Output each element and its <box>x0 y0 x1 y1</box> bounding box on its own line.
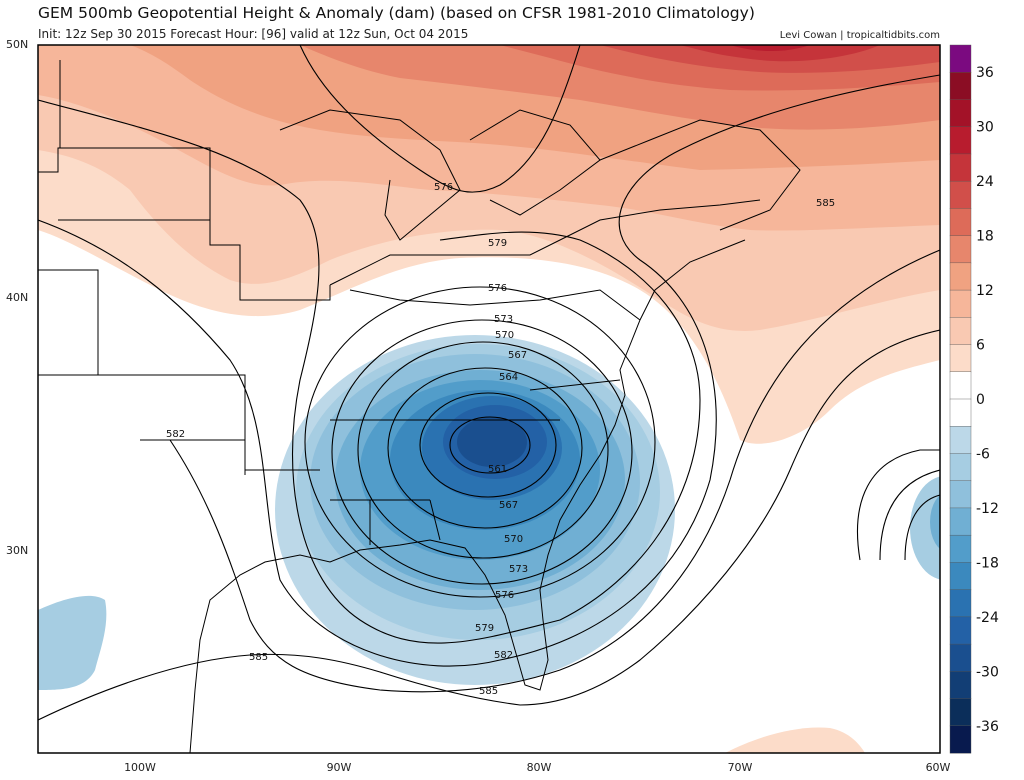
colorbar-tick-label: 24 <box>976 174 994 190</box>
contour-label: 564 <box>499 372 518 383</box>
contour-label: 573 <box>494 314 513 325</box>
colorbar-bin <box>949 126 972 155</box>
contour-label: 576 <box>488 283 507 294</box>
contour-label: 585 <box>479 686 498 697</box>
contour-label: 585 <box>816 198 835 209</box>
colorbar-tick-label: 12 <box>976 283 994 299</box>
colorbar-bin <box>949 507 972 536</box>
colorbar-tick-label: 18 <box>976 229 994 245</box>
anomaly-fill <box>38 45 940 753</box>
anomaly-east-low <box>910 476 940 580</box>
map-frame <box>37 44 941 754</box>
colorbar-bin <box>949 534 972 563</box>
colorbar-bin <box>949 317 972 346</box>
contour-labels: 576 579 576 573 570 567 564 561 567 570 … <box>166 182 835 697</box>
anomaly-band-24 <box>680 45 880 62</box>
colorbar-bin <box>949 643 972 672</box>
colorbar-bin <box>949 153 972 182</box>
contour-label: 561 <box>488 464 507 475</box>
colorbar-bin <box>949 235 972 264</box>
colorbar-tick-label: -30 <box>976 664 999 680</box>
colorbar-tick-label: 6 <box>976 338 985 354</box>
lon-label: 100W <box>124 761 156 774</box>
geography-lines <box>38 60 801 753</box>
colorbar-bin <box>949 725 972 754</box>
colorbar-tick-label: -18 <box>976 555 999 571</box>
colorbar-tick-label: -6 <box>976 446 990 462</box>
lon-label: 70W <box>727 761 753 774</box>
colorbar-bin <box>949 398 972 427</box>
map-title: GEM 500mb Geopotential Height & Anomaly … <box>38 4 755 22</box>
colorbar-bin <box>949 262 972 291</box>
contour-label: 579 <box>488 238 507 249</box>
colorbar-bin <box>949 44 972 73</box>
contour-label: 579 <box>475 623 494 634</box>
contour-label: 567 <box>499 500 518 511</box>
anomaly-pos-se <box>725 727 865 753</box>
colorbar-bin <box>949 99 972 128</box>
colorbar-bin <box>949 671 972 700</box>
colorbar-bin <box>949 180 972 209</box>
contour-label: 576 <box>495 590 514 601</box>
anomaly-east-low-inner <box>930 495 940 549</box>
colorbar-tick-label: -12 <box>976 501 999 517</box>
anomaly-west-blob <box>38 595 107 690</box>
map-subtitle: Init: 12z Sep 30 2015 Forecast Hour: [96… <box>38 27 469 41</box>
colorbar-bin <box>949 289 972 318</box>
lat-label: 40N <box>6 291 29 304</box>
colorbar-tick-label: 36 <box>976 65 994 81</box>
contour-label: 573 <box>509 564 528 575</box>
credit-text: Levi Cowan | tropicaltidbits.com <box>779 30 940 41</box>
colorbar-bin <box>949 698 972 727</box>
colorbar-tick-label: 30 <box>976 120 994 136</box>
lon-label: 60W <box>925 761 951 774</box>
colorbar-bin <box>949 589 972 618</box>
colorbar-bin <box>949 371 972 400</box>
colorbar-bin <box>949 344 972 373</box>
lat-label: 50N <box>6 38 29 51</box>
lat-label: 30N <box>6 544 29 557</box>
contour-label: 570 <box>504 534 523 545</box>
colorbar: 36 30 24 18 12 6 0 -6 -12 -18 -24 -30 -36 <box>949 44 999 754</box>
contour-label: 567 <box>508 350 527 361</box>
height-contours <box>38 45 940 721</box>
contour-label: 576 <box>434 182 453 193</box>
lon-label: 80W <box>526 761 552 774</box>
colorbar-bin <box>949 616 972 645</box>
colorbar-tick-label: -36 <box>976 719 999 735</box>
contour-label: 585 <box>249 652 268 663</box>
contour-label: 582 <box>166 429 185 440</box>
contour-label: 570 <box>495 330 514 341</box>
colorbar-bin <box>949 453 972 482</box>
colorbar-bin <box>949 426 972 454</box>
lon-label: 90W <box>326 761 352 774</box>
colorbar-bin <box>949 72 972 100</box>
colorbar-bin <box>949 480 972 509</box>
colorbar-bin <box>949 208 972 237</box>
colorbar-bin <box>949 562 972 591</box>
colorbar-tick-label: 0 <box>976 392 985 408</box>
colorbar-tick-label: -24 <box>976 610 999 626</box>
contour-label: 582 <box>494 650 513 661</box>
anomaly-low-27 <box>457 417 527 467</box>
anomaly-band-27 <box>730 45 810 52</box>
